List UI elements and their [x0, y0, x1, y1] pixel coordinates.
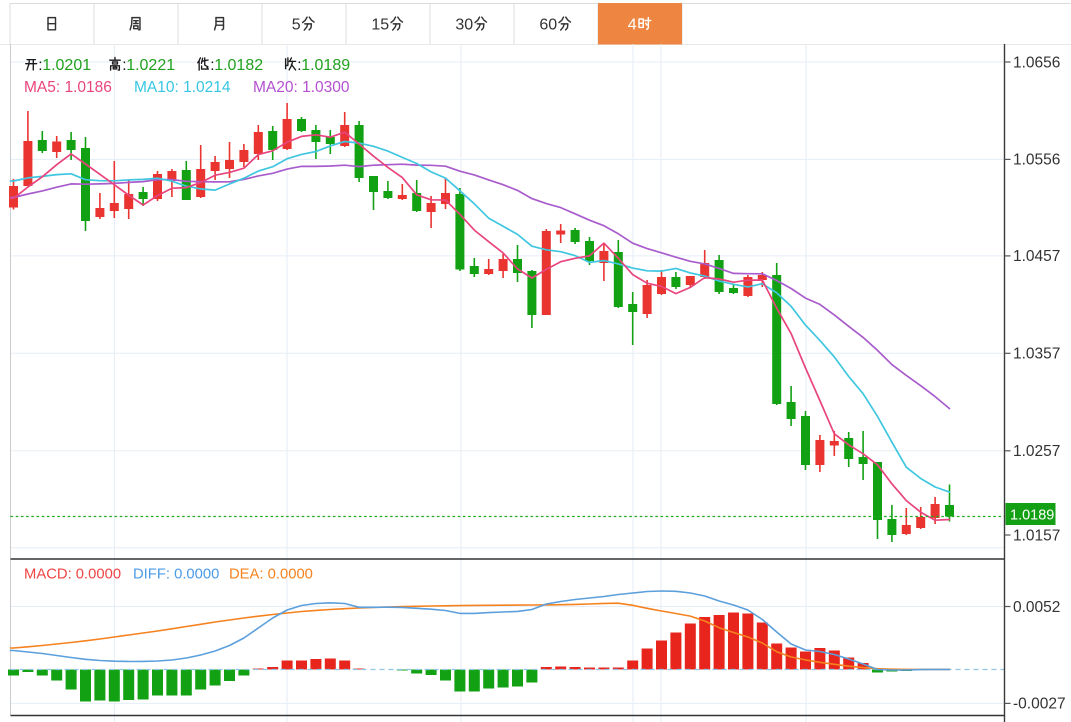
svg-text:MA5: 1.0186: MA5: 1.0186 — [24, 79, 112, 96]
svg-text:1.0556: 1.0556 — [1013, 152, 1060, 169]
svg-text:1.0189: 1.0189 — [1010, 508, 1054, 524]
svg-text::: : — [210, 57, 214, 74]
svg-text:1.0221: 1.0221 — [126, 57, 175, 74]
svg-text:5: 5 — [292, 17, 301, 34]
svg-text:4: 4 — [628, 17, 637, 34]
svg-text::: : — [38, 57, 42, 74]
svg-text:1.0656: 1.0656 — [1013, 54, 1060, 71]
svg-text::: : — [122, 57, 126, 74]
svg-text:1.0457: 1.0457 — [1013, 248, 1060, 265]
svg-text:-0.0027: -0.0027 — [1013, 696, 1066, 713]
svg-text:DIFF: 0.0000: DIFF: 0.0000 — [133, 567, 219, 583]
svg-text:MACD: 0.0000: MACD: 0.0000 — [24, 567, 121, 583]
svg-text::: : — [297, 57, 301, 74]
svg-text:MA10: 1.0214: MA10: 1.0214 — [134, 79, 231, 96]
svg-text:60: 60 — [539, 17, 557, 34]
svg-text:1.0357: 1.0357 — [1013, 346, 1060, 363]
svg-text:30: 30 — [455, 17, 473, 34]
svg-text:MA20: 1.0300: MA20: 1.0300 — [253, 79, 350, 96]
svg-text:1.0201: 1.0201 — [42, 57, 91, 74]
svg-text:0.0052: 0.0052 — [1013, 599, 1060, 616]
svg-text:DEA: 0.0000: DEA: 0.0000 — [229, 567, 313, 583]
svg-text:1.0257: 1.0257 — [1013, 443, 1060, 460]
svg-text:15: 15 — [371, 17, 389, 34]
svg-text:1.0157: 1.0157 — [1013, 527, 1060, 544]
svg-text:1.0182: 1.0182 — [214, 57, 263, 74]
svg-text:1.0189: 1.0189 — [301, 57, 350, 74]
